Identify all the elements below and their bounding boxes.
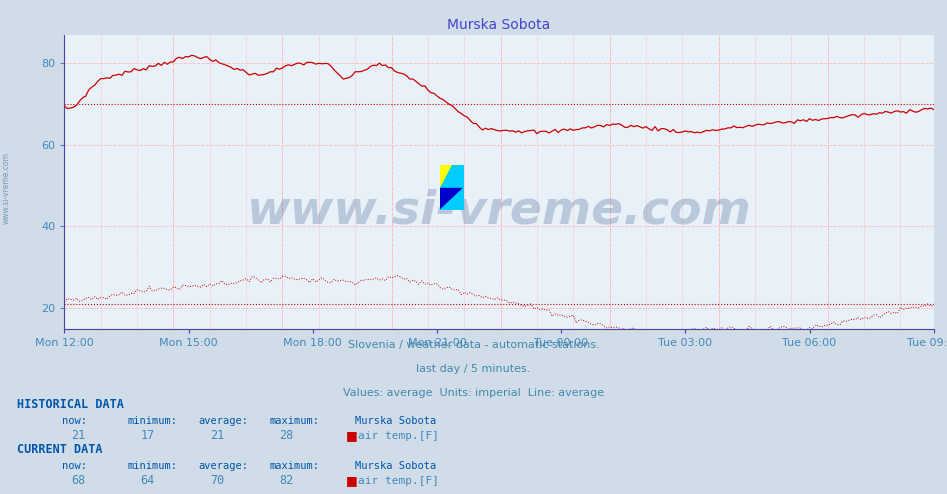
Text: minimum:: minimum: xyxy=(128,416,178,426)
Text: last day / 5 minutes.: last day / 5 minutes. xyxy=(417,364,530,374)
Text: average:: average: xyxy=(199,416,249,426)
Text: ■: ■ xyxy=(346,429,357,442)
Text: Values: average  Units: imperial  Line: average: Values: average Units: imperial Line: av… xyxy=(343,388,604,398)
Text: maximum:: maximum: xyxy=(270,461,320,471)
Polygon shape xyxy=(440,165,453,188)
Text: air temp.[F]: air temp.[F] xyxy=(358,476,439,486)
Polygon shape xyxy=(440,188,464,210)
Text: www.si-vreme.com: www.si-vreme.com xyxy=(2,152,11,224)
Text: HISTORICAL DATA: HISTORICAL DATA xyxy=(17,398,124,411)
Text: Slovenia / weather data - automatic stations.: Slovenia / weather data - automatic stat… xyxy=(348,340,599,350)
Polygon shape xyxy=(440,165,464,188)
Text: now:: now: xyxy=(62,461,86,471)
Text: 64: 64 xyxy=(140,474,154,487)
Text: ■: ■ xyxy=(346,474,357,487)
Text: 68: 68 xyxy=(71,474,85,487)
Text: air temp.[F]: air temp.[F] xyxy=(358,431,439,441)
Text: 21: 21 xyxy=(210,429,224,442)
Text: CURRENT DATA: CURRENT DATA xyxy=(17,444,102,456)
Text: 21: 21 xyxy=(71,429,85,442)
Text: now:: now: xyxy=(62,416,86,426)
Text: 70: 70 xyxy=(210,474,224,487)
Text: 28: 28 xyxy=(279,429,294,442)
Text: average:: average: xyxy=(199,461,249,471)
Text: Murska Sobota: Murska Sobota xyxy=(355,461,437,471)
Title: Murska Sobota: Murska Sobota xyxy=(447,18,551,32)
Text: www.si-vreme.com: www.si-vreme.com xyxy=(246,188,752,234)
Text: 17: 17 xyxy=(140,429,154,442)
Text: maximum:: maximum: xyxy=(270,416,320,426)
Text: Murska Sobota: Murska Sobota xyxy=(355,416,437,426)
Text: 82: 82 xyxy=(279,474,294,487)
Polygon shape xyxy=(440,165,464,188)
Polygon shape xyxy=(440,188,464,210)
Text: minimum:: minimum: xyxy=(128,461,178,471)
